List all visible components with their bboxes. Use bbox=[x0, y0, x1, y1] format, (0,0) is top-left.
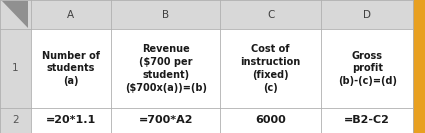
Text: =700*A2: =700*A2 bbox=[139, 115, 193, 125]
Polygon shape bbox=[2, 1, 28, 28]
Text: 2: 2 bbox=[12, 115, 19, 125]
Text: A: A bbox=[68, 10, 74, 20]
Text: Revenue
($700 per
student)
($700x(a))=(b): Revenue ($700 per student) ($700x(a))=(b… bbox=[125, 44, 207, 93]
Text: Number of
students
(a): Number of students (a) bbox=[42, 51, 100, 86]
Text: 1: 1 bbox=[12, 63, 19, 74]
Bar bbox=[413, 0, 425, 133]
Bar bbox=[0, 0, 413, 29]
Bar bbox=[31, 29, 413, 133]
Text: B: B bbox=[162, 10, 169, 20]
Text: =B2-C2: =B2-C2 bbox=[344, 115, 390, 125]
Text: 6000: 6000 bbox=[255, 115, 286, 125]
Text: D: D bbox=[363, 10, 371, 20]
Text: =20*1.1: =20*1.1 bbox=[46, 115, 96, 125]
Text: Gross
profit
(b)-(c)=(d): Gross profit (b)-(c)=(d) bbox=[338, 51, 397, 86]
Text: C: C bbox=[267, 10, 275, 20]
Bar bbox=[0, 0, 31, 133]
Text: Cost of
instruction
(fixed)
(c): Cost of instruction (fixed) (c) bbox=[241, 44, 301, 93]
